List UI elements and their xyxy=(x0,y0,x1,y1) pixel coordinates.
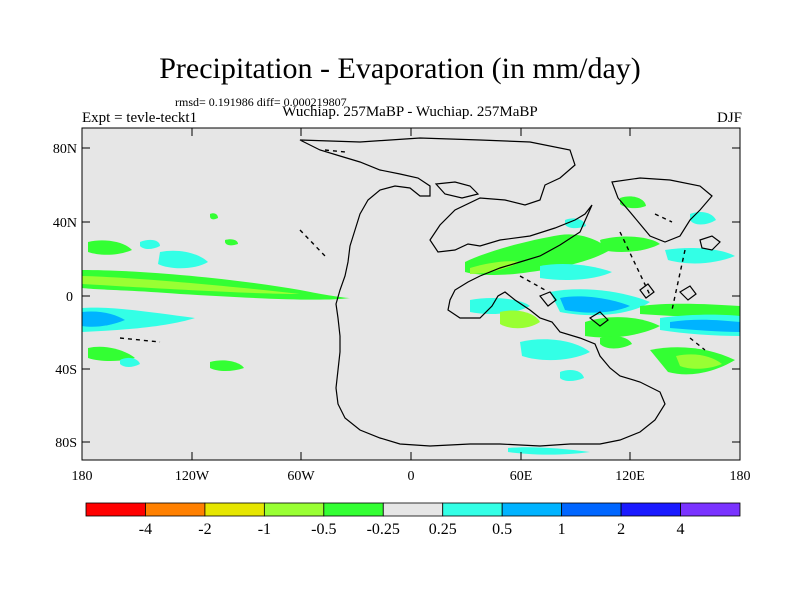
field-green-east xyxy=(585,317,660,338)
field-lightgreen-se xyxy=(676,354,722,369)
field-lightgreen-tethys xyxy=(470,261,520,274)
lat-label-40n: 40N xyxy=(53,216,77,231)
field-green-east-band xyxy=(640,303,740,318)
colorbar-label: -4 xyxy=(139,521,152,538)
colorbar-label: 0.5 xyxy=(492,521,512,538)
field-blue-west xyxy=(82,311,125,327)
lat-label-40s: 40S xyxy=(55,363,77,378)
field-lightgreen-band xyxy=(82,276,300,294)
coastline-island-4 xyxy=(539,291,557,307)
colorbar-swatch xyxy=(561,502,622,517)
rmsd-diff-stats: rmsd= 0.191986 diff= 0.000219807 xyxy=(175,95,347,109)
plot-title: Precipitation - Evaporation (in mm/day) xyxy=(159,52,641,85)
colorbar-swatch xyxy=(85,502,146,517)
lon-label-0: 0 xyxy=(408,469,415,484)
lat-label-80s: 80S xyxy=(55,436,77,451)
colorbar-swatch xyxy=(501,502,563,517)
lon-label-180e: 180 xyxy=(730,469,751,484)
field-cyan-ne2 xyxy=(690,212,716,225)
field-green-dot xyxy=(210,213,218,220)
field-green-south2 xyxy=(600,336,632,349)
island-chain-3 xyxy=(619,231,651,296)
island-chain-4 xyxy=(671,249,686,311)
lat-label-80n: 80N xyxy=(53,142,77,157)
lat-label-0: 0 xyxy=(66,290,73,305)
field-cyan-tethys xyxy=(540,264,612,280)
colorbar-label: -2 xyxy=(198,521,211,538)
experiment-comparison-subtitle: Wuchiap. 257MaBP - Wuchiap. 257MaBP xyxy=(282,104,538,120)
lon-axis xyxy=(81,128,741,460)
coastline-cathaysia xyxy=(611,177,713,243)
colorbar-swatch xyxy=(263,502,325,517)
colorbar-label: -0.25 xyxy=(367,521,400,538)
field-green-ne2 xyxy=(620,196,646,209)
lat-axis xyxy=(82,147,740,443)
colorbar-swatch xyxy=(442,502,503,517)
experiment-label: Expt = tevle-teckt1 xyxy=(82,110,198,126)
lon-label-120w: 120W xyxy=(175,469,210,484)
field-cyan-south2 xyxy=(560,370,584,381)
colorbar-swatch xyxy=(382,502,444,517)
colorbar-label: 2 xyxy=(617,521,625,538)
coastline-island-3 xyxy=(588,311,609,327)
island-chain-6 xyxy=(119,337,161,343)
island-chain-5 xyxy=(689,337,706,351)
field-cyan-south xyxy=(520,339,590,361)
lat-labels: 80N 40N 0 40S 80S xyxy=(53,142,77,451)
colorbar-swatch xyxy=(680,502,741,517)
colorbar-label: -1 xyxy=(258,521,271,538)
colorbar-label: -0.5 xyxy=(311,521,336,538)
field-green-patch xyxy=(88,240,132,255)
field-cyan-polar xyxy=(508,447,590,455)
island-chains xyxy=(119,149,706,351)
colorbar-swatch xyxy=(204,502,265,517)
field-green-small xyxy=(210,360,244,371)
season-label: DJF xyxy=(716,110,742,126)
island-chain-2 xyxy=(324,149,346,153)
lon-label-120e: 120E xyxy=(615,469,645,484)
colorbar-swatch xyxy=(145,502,206,517)
colorbar-label: 1 xyxy=(558,521,566,538)
lon-labels: 180 120W 60W 0 60E 120E 180 xyxy=(72,469,751,484)
field-cyan-patch xyxy=(158,250,208,269)
coastline-island-6 xyxy=(679,285,697,301)
field-green-south xyxy=(88,346,135,361)
field-blue-east xyxy=(560,296,630,313)
field-cyan-north xyxy=(565,218,586,229)
colorbar-label: 0.25 xyxy=(429,521,457,538)
colorbar-labels: -4 -2 -1 -0.5 -0.25 0.25 0.5 1 2 4 xyxy=(139,521,685,538)
field-cyan-small xyxy=(120,357,140,367)
field-cyan-mid xyxy=(470,298,530,314)
colorbar-swatch xyxy=(620,502,681,517)
lon-label-60e: 60E xyxy=(510,469,533,484)
island-chain-7 xyxy=(654,213,673,223)
island-chain-1 xyxy=(299,229,326,257)
coastline-island-2 xyxy=(699,235,721,251)
colorbar xyxy=(85,502,741,517)
field-cyan-dot xyxy=(140,239,160,249)
field-green-ne xyxy=(600,236,660,252)
coastline-pangaea xyxy=(299,137,666,447)
lon-label-180w: 180 xyxy=(72,469,93,484)
field-blue-east-band xyxy=(670,319,740,332)
field-lightgreen-mid xyxy=(500,310,540,329)
colorbar-label: 4 xyxy=(677,521,685,538)
field-green-dot2 xyxy=(225,239,238,246)
coastline-island-1 xyxy=(434,181,480,199)
colorbar-swatch xyxy=(323,502,384,517)
lon-label-60w: 60W xyxy=(287,469,315,484)
field-cyan-west xyxy=(82,307,195,332)
shaded-fields xyxy=(82,196,740,455)
